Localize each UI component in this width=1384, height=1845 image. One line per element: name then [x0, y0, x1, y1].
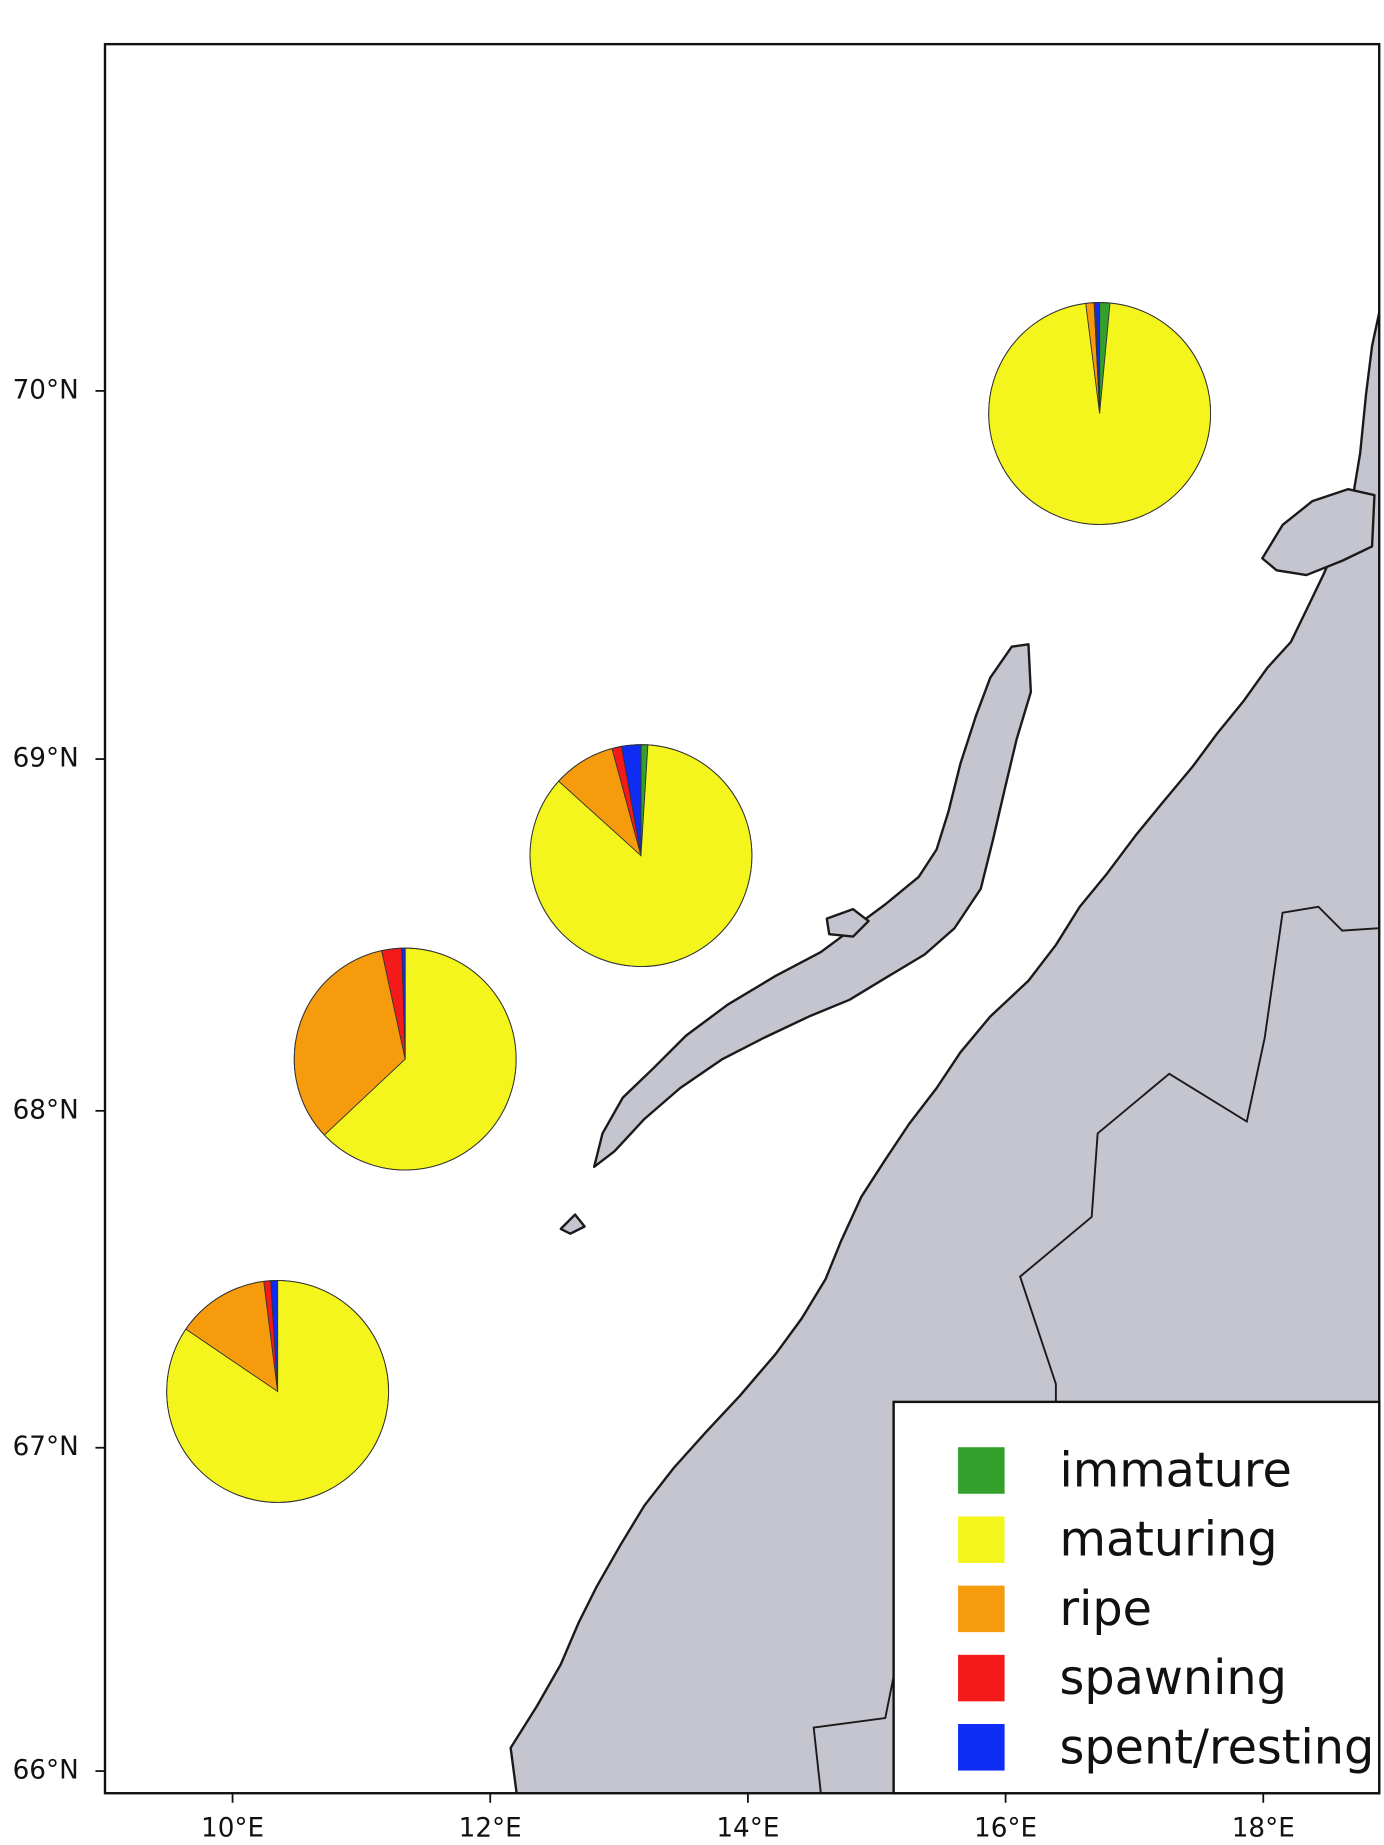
legend-swatch: [958, 1447, 1005, 1494]
legend-label: spent/resting: [1059, 1720, 1374, 1775]
pie-location: [293, 947, 517, 1171]
pie-layer: [166, 302, 1212, 1503]
x-tick-label: 18°E: [1232, 1814, 1295, 1844]
x-tick-label: 16°E: [974, 1814, 1037, 1844]
legend-swatch: [958, 1654, 1005, 1702]
x-tick-label: 10°E: [201, 1814, 264, 1844]
legend-label: spawning: [1059, 1651, 1286, 1706]
island: [825, 907, 870, 938]
pie-location: [988, 302, 1212, 525]
map-frame: [103, 42, 1381, 1795]
x-tick-label: 14°E: [716, 1814, 779, 1844]
border: [1018, 905, 1380, 1794]
legend: immature maturing ripe spawning spent/restin…: [892, 1400, 1381, 1795]
legend-swatch: [958, 1585, 1005, 1633]
pie-location: [529, 744, 753, 968]
legend-label: ripe: [1059, 1582, 1152, 1637]
y-tick-label: 68°N: [13, 1095, 79, 1125]
legend-label: maturing: [1059, 1513, 1277, 1568]
pie-location: [166, 1280, 390, 1503]
axes: 10°E 12°E 14°E 16°E 18°E 66°N 67°N 68°N 69°N 70°N: [13, 375, 1295, 1843]
x-tick-label: 12°E: [459, 1814, 522, 1844]
y-tick-label: 70°N: [13, 375, 79, 405]
lofoten-vesteralen: [592, 643, 1033, 1169]
border: [812, 1670, 896, 1794]
island: [1261, 487, 1376, 577]
legend-label: immature: [1059, 1443, 1291, 1498]
legend-swatch: [958, 1724, 1005, 1771]
y-tick-label: 67°N: [13, 1432, 79, 1462]
island: [559, 1213, 586, 1235]
y-tick-label: 69°N: [13, 744, 79, 774]
legend-swatch: [958, 1516, 1005, 1563]
y-tick-label: 66°N: [13, 1756, 79, 1786]
